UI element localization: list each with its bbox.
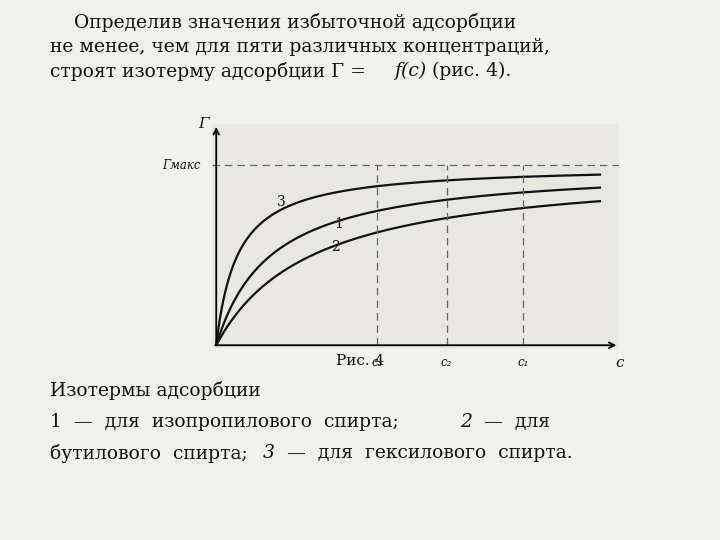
Text: 1: 1	[335, 218, 343, 232]
Text: Определив значения избыточной адсорбции: Определив значения избыточной адсорбции	[50, 14, 516, 32]
Text: (рис. 4).: (рис. 4).	[426, 62, 511, 80]
Text: Рис. 4: Рис. 4	[336, 354, 384, 368]
Text: 2: 2	[460, 413, 472, 431]
Text: 3: 3	[263, 444, 274, 462]
Text: строят изотерму адсорбции Γ =: строят изотерму адсорбции Γ =	[50, 62, 372, 81]
Text: Изотермы адсорбции: Изотермы адсорбции	[50, 381, 261, 400]
Text: —  для: — для	[472, 413, 549, 431]
Text: Γ: Γ	[198, 117, 209, 131]
Text: Γмакс: Γмакс	[163, 159, 201, 172]
Text: c: c	[615, 356, 624, 370]
Text: c₁: c₁	[518, 356, 529, 369]
Text: 2: 2	[330, 240, 340, 254]
Text: —  для  гексилового  спирта.: — для гексилового спирта.	[275, 444, 572, 462]
Text: f(c): f(c)	[395, 62, 427, 80]
Text: c₃: c₃	[372, 356, 383, 369]
Text: не менее, чем для пяти различных концентраций,: не менее, чем для пяти различных концент…	[50, 38, 550, 56]
Text: 3: 3	[277, 195, 286, 209]
Text: 1  —  для  изопропилового  спирта;: 1 — для изопропилового спирта;	[50, 413, 411, 431]
Text: c₂: c₂	[441, 356, 452, 369]
Text: бутилового  спирта;: бутилового спирта;	[50, 444, 260, 463]
